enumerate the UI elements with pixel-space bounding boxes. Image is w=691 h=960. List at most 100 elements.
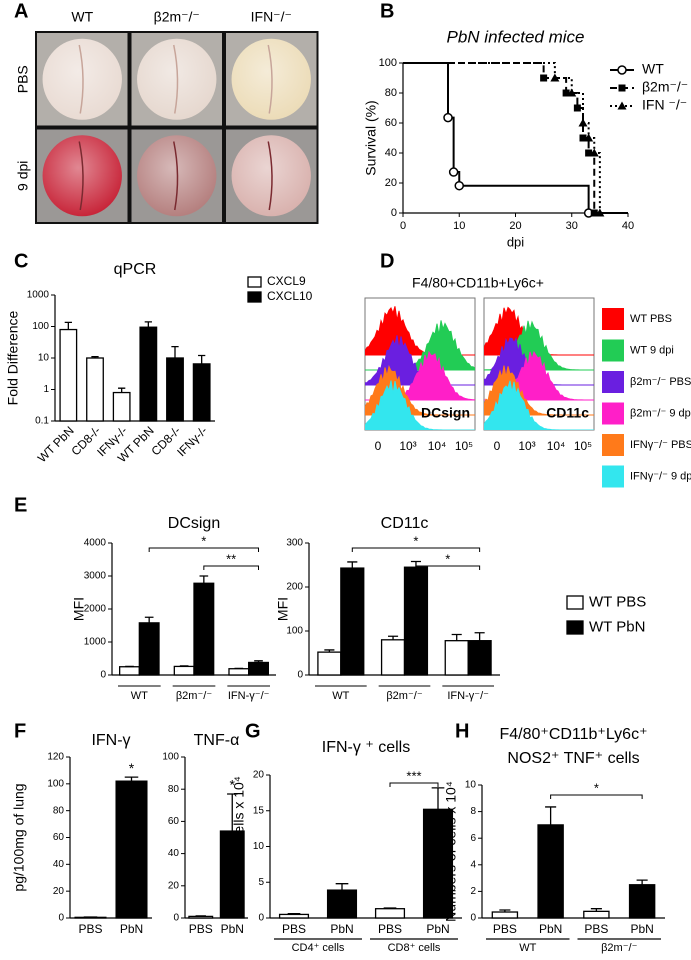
y-tick-label: 1000 [84,637,107,648]
y-tick-label: 15 [253,805,265,816]
error-bar [144,616,154,623]
legend-label: IFN ⁻/⁻ [642,97,687,113]
histogram [365,380,475,430]
bar [119,666,140,676]
x-tick-label: 10³ [399,439,416,453]
y-tick-label: 1 [43,384,49,395]
significance-bracket [203,565,260,570]
bar [628,884,656,919]
y-tick-label: 8 [470,806,476,817]
point [454,180,464,191]
x-tick-label: PbN [221,922,244,936]
legend-label: CXCL9 [267,274,306,288]
bar [374,908,406,919]
x-tick-label: PBS [189,922,213,936]
histogram-title: F4/80+CD11b+Ly6c+ [412,275,544,291]
y-tick-label: 100 [32,321,49,332]
chart-title: PbN infected mice [447,27,585,46]
x-tick-label: PbN [330,922,353,936]
legend-swatch [602,308,624,330]
x-tick-label: β2m⁻/⁻ [386,690,422,702]
legend-label: WT PbN [589,618,645,635]
legend-swatch [602,371,624,393]
y-tick-label: 100 [286,626,303,637]
x-tick-label: WT [131,690,148,702]
y-tick-label: 60 [385,117,397,129]
x-tick-label: 30 [566,220,578,232]
histogram-layers [484,306,594,430]
error-bar [227,793,238,832]
significance-bracket [351,547,481,552]
row-header: 9 dpi [15,161,31,191]
panel-label: D [380,250,394,272]
significance-label: ** [226,551,236,566]
y-tick-label: 2000 [84,604,107,615]
channel-label: CD11c [546,405,589,421]
y-tick-label: 0 [297,670,303,681]
panel-label: B [380,0,394,22]
group-label: β2m⁻/⁻ [601,942,637,954]
x-tick-label: PbN [120,922,143,936]
column-header: β2m⁻/⁻ [154,9,200,25]
chart-title: NOS2⁺ TNF⁺ cells [507,750,639,767]
lung-fissure [78,141,84,211]
significance-bracket [550,794,643,799]
x-tick-label: 0 [375,439,382,453]
y-tick-label: 1000 [27,290,50,301]
histogram-layers [365,306,475,430]
legend-swatch [247,291,262,303]
bar [138,622,160,676]
bar [115,780,148,919]
channel-label: DCsign [421,405,470,421]
y-axis-label: Fold Difference [5,310,21,405]
y-tick-label: 20 [53,886,65,897]
x-tick-label: 40 [622,220,634,232]
bar [166,357,184,422]
legend-swatch [247,276,262,288]
panel-label: F [14,720,26,742]
y-tick-label: 4000 [84,538,107,549]
significance-label: * [413,533,418,548]
histogram [484,380,594,430]
column-header: IFN⁻/⁻ [251,9,292,25]
y-tick-label: 0 [391,207,397,219]
group-label: CD4⁺ cells [292,942,345,954]
error-bar [124,776,139,782]
error-bar [387,635,399,640]
bar [537,824,564,919]
point [590,209,598,217]
error-bar [335,883,349,891]
significance-label: * [129,760,135,776]
error-bar [636,879,648,885]
y-tick-label: 20 [253,770,265,781]
y-tick-label: 40 [385,147,397,159]
legend-label: β2m⁻/⁻ [642,79,688,95]
error-bar [545,806,557,825]
chart-title: qPCR [114,261,157,278]
point [584,133,594,142]
y-axis-label: Numbers of cells x 10⁴ [231,776,247,917]
lung-fissure [267,44,273,114]
group-label: WT [519,942,536,954]
lung-fissure [173,141,179,211]
lung-fissure [78,44,84,114]
legend-marker [617,101,627,110]
legend-label: CXCL10 [267,289,313,303]
significance-label: * [594,780,599,795]
row-header: PBS [15,65,31,93]
x-tick-label: 10⁵ [455,439,473,453]
bar [248,661,269,676]
y-axis-label: MFI [71,597,87,621]
point [550,73,560,82]
bar [467,640,492,676]
error-bar [254,660,263,663]
y-tick-label: 3000 [84,571,107,582]
error-bar [347,561,358,569]
chart-title: DCsign [168,515,220,532]
significance-label: *** [406,768,421,783]
x-tick-label: 0 [400,220,406,232]
error-bar [383,907,397,909]
significance-label: * [201,533,206,548]
y-axis-label: Numbers of cells x 10⁴ [443,781,459,922]
error-bar [431,787,445,810]
